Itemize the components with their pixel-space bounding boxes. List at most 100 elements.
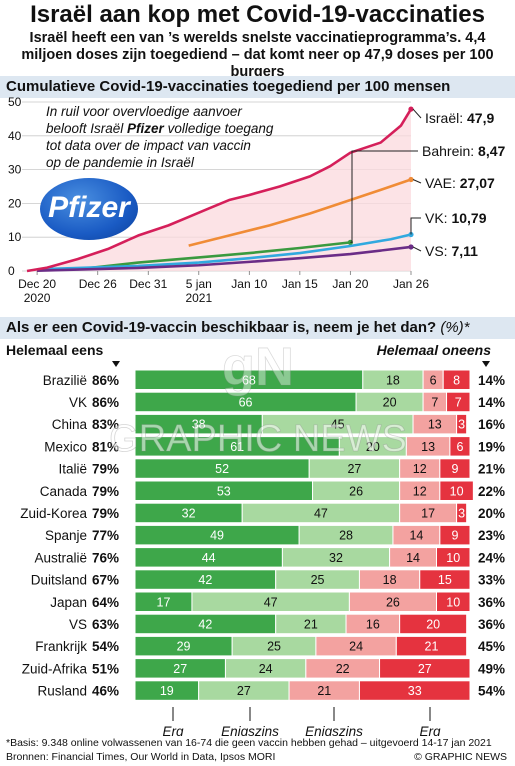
bar-value: 44 [202,551,216,565]
footnote-basis: *Basis: 9.348 online volwassenen van 16-… [6,737,492,749]
total-oneens: 49% [478,661,505,676]
bar-value: 22 [336,662,350,676]
bar-value: 21 [425,640,439,654]
bar-segment [379,658,471,679]
series-label-name: VAE: [425,175,460,191]
y-tick-label: 10 [8,230,22,244]
total-oneens: 22% [478,484,505,499]
x-tick-label-line: Dec 31 [129,277,167,291]
bar-value: 3 [458,506,465,520]
total-oneens: 21% [478,462,505,477]
category-label-line: Enigszins [305,724,363,736]
series-line-bahrein [77,241,351,271]
country-label: Mexico [44,439,87,454]
x-tick-label: Dec 31 [129,277,167,291]
bar-value: 9 [451,529,458,543]
total-eens: 86% [92,373,119,388]
chart1-title: Cumulatieve Covid-19-vaccinaties toegedi… [6,78,451,95]
left-header: Helemaal eens [6,342,103,358]
bar-value: 20 [383,395,397,409]
bar-value: 27 [418,662,432,676]
x-tick-label-line: 5 jan [186,277,212,291]
bar-value: 20 [366,440,380,454]
bar-segment [456,413,468,435]
total-eens: 81% [92,439,119,454]
bar-value: 27 [173,662,187,676]
series-label: Bahrein: 8,47 [422,143,506,159]
total-eens: 46% [92,684,119,699]
chart2-title: Als er een Covid-19-vaccin beschikbaar i… [6,319,470,336]
total-oneens: 20% [478,506,505,521]
country-label: Italië [58,462,87,477]
total-eens: 67% [92,573,119,588]
country-label: Frankrijk [35,639,87,654]
bar-value: 45 [331,418,345,432]
series-label-name: Israël: [425,110,467,126]
total-eens: 77% [92,528,119,543]
x-tick-label-line: Jan 26 [393,277,429,291]
series-line-vs [37,245,412,272]
bar-segment [439,524,471,546]
series-label-name: VS: [425,243,451,259]
annotation-brand: Pfizer [127,121,165,136]
annotation: In ruil voor overvloedige aanvoer belooft… [46,104,274,170]
bar-segment [442,369,471,390]
bar-value: 42 [198,573,212,587]
category-label-line: Erg [162,724,184,736]
bar-segment [419,569,471,590]
country-label: Japan [50,595,87,610]
bar-segment [395,635,468,657]
bar-value: 61 [230,440,244,454]
bar-segment [456,502,468,524]
category-label: Enigszinsmee eens [220,724,280,736]
category-label: Ergmee oneens [393,724,468,736]
bar-value: 32 [329,551,343,565]
bar-value: 47 [314,506,328,520]
series-label-name: VK: [425,210,451,226]
y-tick-label: 50 [8,95,22,109]
leader-line [412,108,422,119]
country-label: China [52,417,88,432]
bar-value: 12 [413,484,427,498]
bar-value: 26 [349,484,363,498]
category-label: Enigszinsmee oneens [297,724,372,736]
total-oneens: 54% [478,684,505,699]
arrow-right-icon [482,361,490,367]
bar-value: 13 [428,418,442,432]
leader-line [412,179,422,184]
bar-value: 19 [160,684,174,698]
bar-value: 10 [450,484,464,498]
chart2-header-band: Als er een Covid-19-vaccin beschikbaar i… [0,317,515,339]
bar-value: 18 [386,373,400,387]
total-oneens: 33% [478,573,505,588]
y-tick-label: 20 [8,196,22,210]
annotation-line: belooft Israël [46,121,127,136]
stacked-bar-chart: Helemaal eens Helemaal oneens Brazilië 86% 1… [6,340,505,736]
bar-value: 32 [182,506,196,520]
category-label-line: Erg [419,724,441,736]
chart1-header-band: Cumulatieve Covid-19-vaccinaties toegedi… [0,76,515,98]
series-end-dot [408,244,414,250]
country-label: Brazilië [43,373,87,388]
bar-value: 68 [242,373,256,387]
bar-value: 7 [455,395,462,409]
y-tick-label: 40 [8,129,22,143]
total-eens: 83% [92,417,119,432]
bar-value: 29 [177,640,191,654]
country-label: Spanje [45,528,87,543]
bar-value: 21 [304,617,318,631]
x-tick-label: Jan 15 [282,277,318,291]
bar-segment [358,680,471,701]
bar-value: 13 [421,440,435,454]
series-label: Israël: 47,9 [425,110,494,126]
total-oneens: 16% [478,417,505,432]
bar-value: 53 [217,484,231,498]
x-tick-label: Jan 20 [332,277,368,291]
series-line-vae [188,178,412,247]
x-tick-label-line: Jan 15 [282,277,318,291]
bar-value: 10 [446,551,460,565]
bar-value: 25 [267,640,281,654]
bar-value: 7 [431,395,438,409]
country-label: VS [69,617,87,632]
